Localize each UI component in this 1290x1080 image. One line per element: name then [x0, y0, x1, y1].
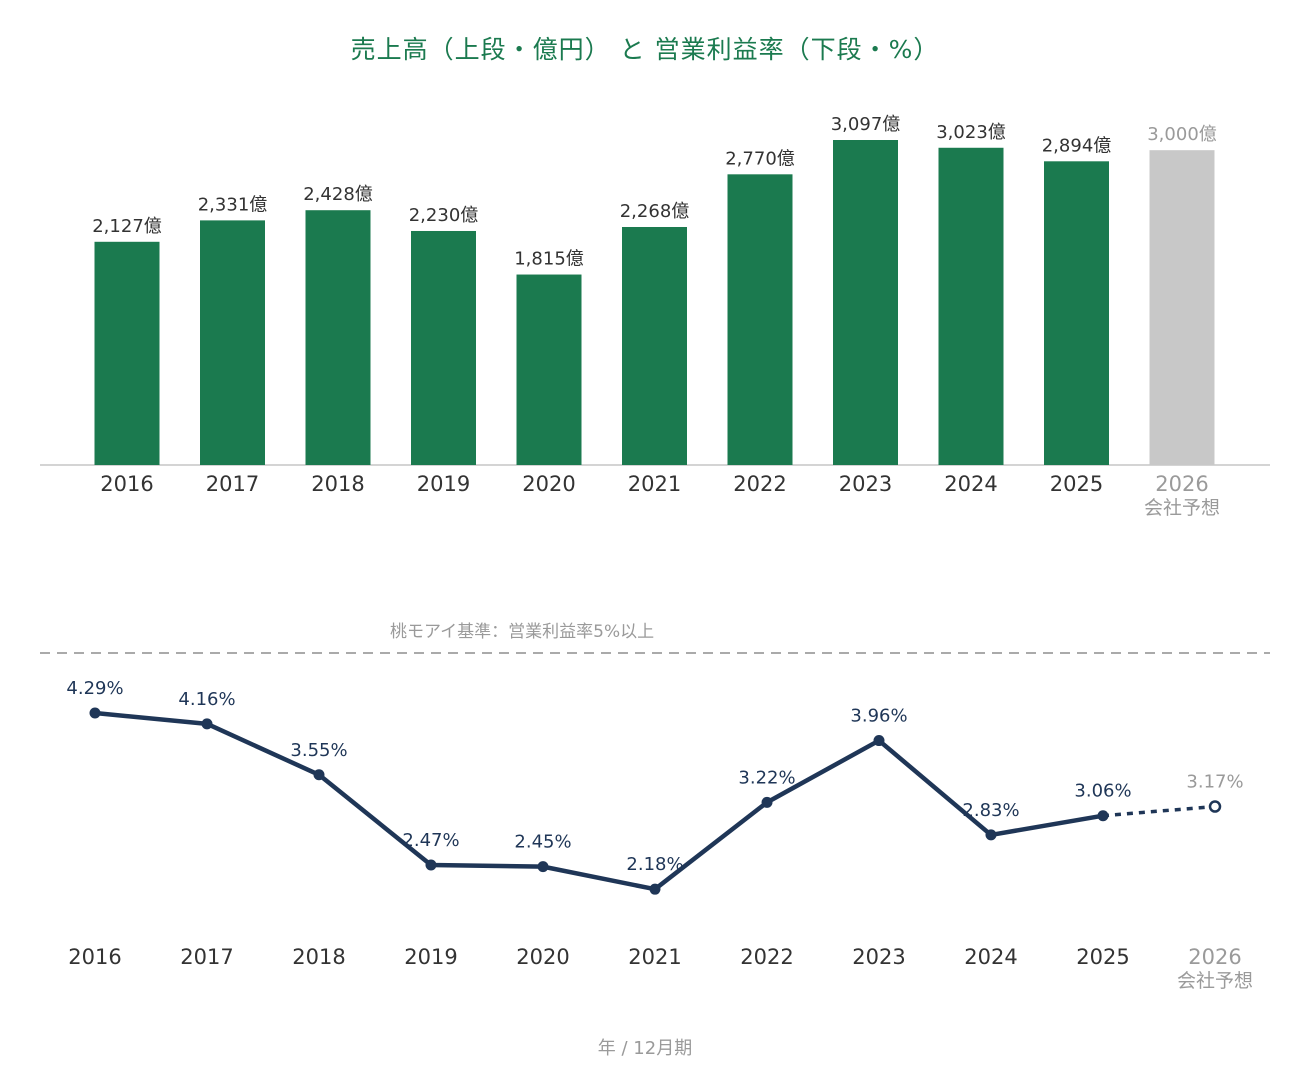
x-tick-sublabel: 会社予想 — [1177, 970, 1253, 992]
x-tick-label: 2025 — [1050, 472, 1103, 496]
margin-point — [1097, 810, 1109, 822]
margin-value-label: 3.22% — [738, 767, 795, 788]
bar-value-label: 2,894億 — [1042, 135, 1112, 156]
bar-value-label: 2,428億 — [303, 184, 373, 205]
bar-value-label: 2,770億 — [725, 148, 795, 169]
x-tick-label: 2020 — [516, 945, 569, 969]
revenue-bar — [305, 210, 371, 465]
x-tick-label: 2023 — [852, 945, 905, 969]
x-tick-label: 2024 — [964, 945, 1017, 969]
bar-value-label: 3,000億 — [1147, 124, 1217, 145]
x-tick-label: 2017 — [180, 945, 233, 969]
x-tick-label: 2021 — [628, 472, 681, 496]
chart-title: 売上高（上段・億円） と 営業利益率（下段・%） — [350, 35, 940, 64]
margin-point — [537, 861, 549, 873]
bar-value-label: 1,815億 — [514, 249, 584, 270]
x-tick-label: 2026 — [1155, 472, 1208, 496]
margin-point-forecast — [1208, 800, 1222, 813]
margin-line-chart: 桃モアイ基準：営業利益率5%以上 4.29% 2016 4.16% 2017 3.55% 2… — [40, 622, 1270, 992]
period-label: 年 / 12月期 — [597, 1038, 693, 1059]
x-tick-label: 2022 — [733, 472, 786, 496]
margin-point — [89, 707, 101, 719]
margin-value-label: 2.18% — [626, 854, 683, 875]
margin-value-label: 2.83% — [962, 800, 1019, 821]
revenue-bar — [200, 220, 265, 465]
margin-point — [649, 883, 661, 895]
x-tick-label: 2016 — [100, 472, 153, 496]
x-tick-label: 2016 — [68, 945, 121, 969]
margin-value-label: 3.06% — [1074, 781, 1131, 802]
margin-point — [873, 735, 885, 747]
x-tick-label: 2024 — [944, 472, 997, 496]
revenue-bar — [94, 241, 160, 465]
margin-forecast-line — [1102, 804, 1216, 818]
x-tick-label: 2018 — [292, 945, 345, 969]
x-tick-label: 2018 — [311, 472, 364, 496]
x-tick-label: 2021 — [628, 945, 681, 969]
bar-value-label: 2,127億 — [92, 216, 162, 237]
margin-value-label: 3.55% — [290, 740, 347, 761]
revenue-bar — [833, 140, 898, 465]
x-tick-label: 2017 — [206, 472, 259, 496]
x-tick-label: 2025 — [1076, 945, 1129, 969]
revenue-bar — [622, 226, 687, 465]
margin-point — [425, 859, 437, 871]
margin-point — [201, 718, 213, 730]
margin-value-label: 2.47% — [402, 830, 459, 851]
threshold-label: 桃モアイ基準：営業利益率5%以上 — [390, 622, 654, 642]
revenue-bar-chart: 2,127億 2016 2,331億 2017 2,428億 2018 2,230億 2019… — [40, 114, 1270, 519]
revenue-bar — [727, 174, 793, 465]
margin-line — [92, 710, 1106, 892]
revenue-bar — [938, 147, 1004, 466]
revenue-bar — [1044, 161, 1109, 466]
margin-value-label: 3.17% — [1186, 772, 1243, 793]
margin-point — [985, 829, 997, 841]
margin-value-label: 4.16% — [178, 689, 235, 710]
margin-value-label: 2.45% — [514, 832, 571, 853]
revenue-bar — [411, 230, 476, 465]
x-tick-label: 2019 — [404, 945, 457, 969]
revenue-bar — [516, 274, 582, 465]
x-tick-label: 2023 — [839, 472, 892, 496]
bar-value-label: 3,097億 — [831, 114, 901, 135]
bar-value-label: 3,023億 — [936, 122, 1006, 143]
x-tick-label: 2020 — [522, 472, 575, 496]
x-tick-sublabel: 会社予想 — [1144, 497, 1220, 519]
margin-point — [761, 796, 773, 808]
x-tick-label: 2019 — [417, 472, 470, 496]
bar-value-label: 2,268億 — [620, 201, 690, 222]
x-tick-label: 2026 — [1188, 945, 1241, 969]
margin-value-label: 4.29% — [66, 678, 123, 699]
margin-value-label: 3.96% — [850, 706, 907, 727]
margin-point — [313, 769, 325, 781]
x-tick-label: 2022 — [740, 945, 793, 969]
bar-value-label: 2,230億 — [409, 205, 479, 226]
revenue-bar — [1149, 150, 1215, 465]
bar-value-label: 2,331億 — [198, 194, 268, 215]
